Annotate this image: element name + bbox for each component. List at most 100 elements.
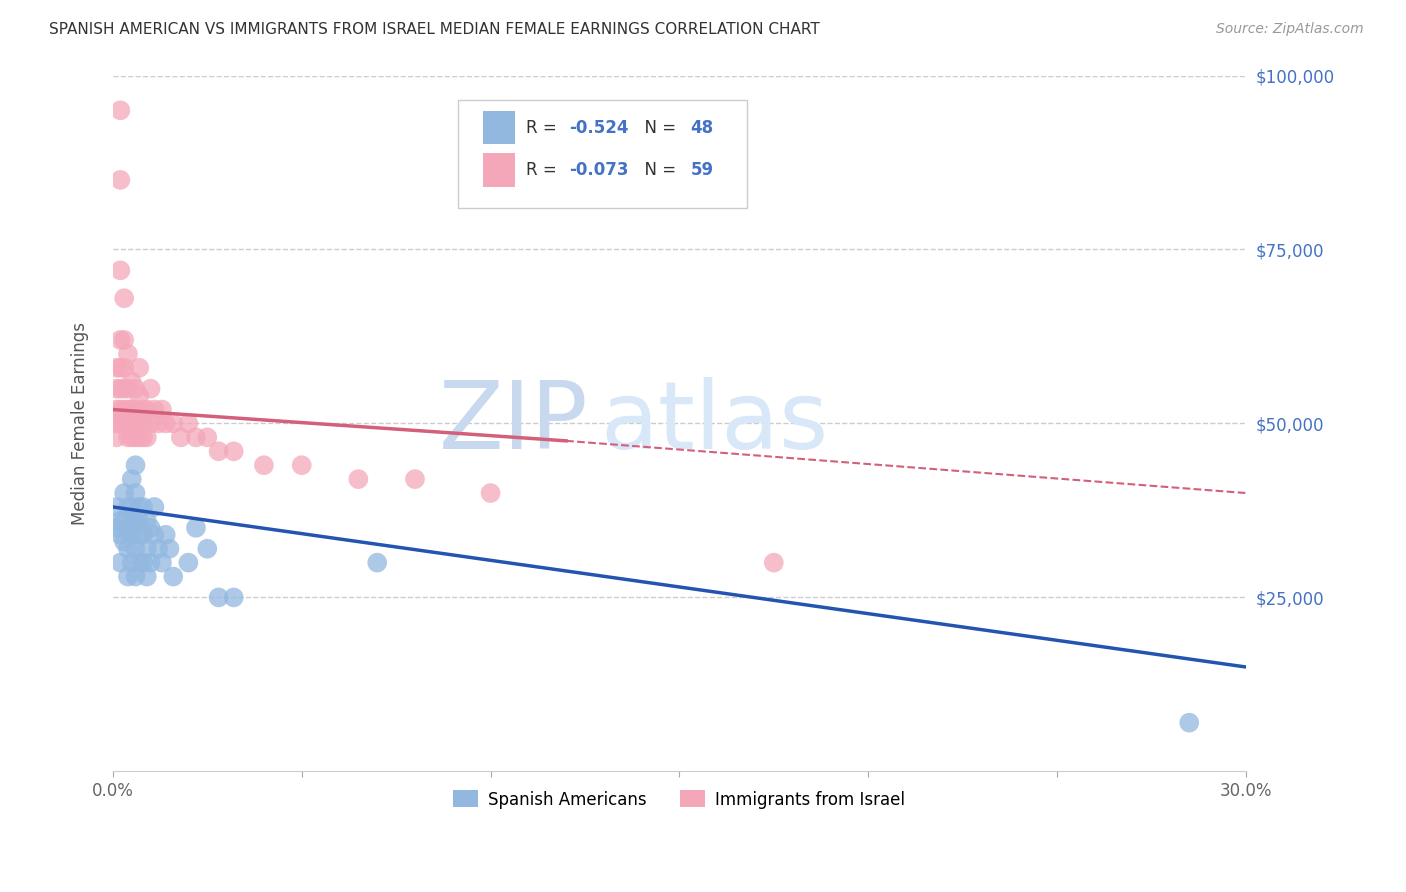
Point: [124, 382, 146, 396]
Point: [110, 382, 132, 396]
Point: [128, 360, 150, 375]
Point: [121, 514, 143, 528]
Legend: Spanish Americans, Immigrants from Israel: Spanish Americans, Immigrants from Israe…: [447, 784, 912, 815]
Point: [139, 521, 162, 535]
Point: [184, 521, 207, 535]
Point: [132, 528, 155, 542]
Point: [110, 402, 132, 417]
Point: [347, 472, 370, 486]
Point: [105, 500, 128, 514]
Point: [479, 486, 502, 500]
Point: [143, 500, 166, 514]
Point: [222, 591, 245, 605]
Point: [207, 444, 229, 458]
Point: [124, 569, 146, 583]
Point: [128, 528, 150, 542]
Point: [162, 417, 184, 431]
Point: [121, 528, 143, 542]
Point: [110, 417, 132, 431]
Text: N =: N =: [634, 161, 682, 179]
Point: [146, 541, 169, 556]
Text: 48: 48: [690, 119, 714, 136]
Point: [170, 430, 193, 444]
Point: [112, 382, 135, 396]
Point: [112, 402, 135, 417]
Point: [110, 514, 132, 528]
Text: -0.524: -0.524: [569, 119, 628, 136]
Point: [132, 500, 155, 514]
Point: [105, 417, 128, 431]
Point: [110, 333, 132, 347]
Point: [143, 402, 166, 417]
Point: [184, 430, 207, 444]
Point: [132, 430, 155, 444]
Text: ZIP: ZIP: [439, 377, 589, 469]
Text: Source: ZipAtlas.com: Source: ZipAtlas.com: [1216, 22, 1364, 37]
Point: [146, 417, 169, 431]
Point: [117, 569, 139, 583]
Text: N =: N =: [634, 119, 682, 136]
Point: [132, 556, 155, 570]
Point: [150, 556, 173, 570]
Point: [112, 486, 135, 500]
Point: [117, 500, 139, 514]
Point: [110, 360, 132, 375]
Point: [110, 263, 132, 277]
Point: [155, 528, 177, 542]
Text: SPANISH AMERICAN VS IMMIGRANTS FROM ISRAEL MEDIAN FEMALE EARNINGS CORRELATION CH: SPANISH AMERICAN VS IMMIGRANTS FROM ISRA…: [49, 22, 820, 37]
Text: R =: R =: [526, 161, 562, 179]
Point: [762, 556, 785, 570]
Point: [128, 389, 150, 403]
Point: [135, 541, 157, 556]
Point: [110, 103, 132, 118]
Point: [121, 500, 143, 514]
Bar: [484, 153, 515, 186]
Point: [139, 382, 162, 396]
Y-axis label: Median Female Earnings: Median Female Earnings: [72, 322, 89, 525]
Point: [124, 541, 146, 556]
Point: [135, 569, 157, 583]
Point: [117, 382, 139, 396]
FancyBboxPatch shape: [458, 100, 748, 208]
Bar: [484, 111, 515, 145]
Point: [291, 458, 314, 473]
Point: [253, 458, 276, 473]
Point: [105, 360, 128, 375]
Point: [139, 417, 162, 431]
Text: -0.073: -0.073: [569, 161, 628, 179]
Point: [117, 521, 139, 535]
Point: [222, 444, 245, 458]
Point: [1178, 715, 1201, 730]
Point: [177, 556, 200, 570]
Point: [132, 402, 155, 417]
Point: [105, 382, 128, 396]
Point: [124, 486, 146, 500]
Point: [135, 402, 157, 417]
Point: [110, 556, 132, 570]
Point: [110, 528, 132, 542]
Point: [105, 430, 128, 444]
Point: [124, 430, 146, 444]
Text: 59: 59: [690, 161, 714, 179]
Point: [117, 417, 139, 431]
Point: [117, 402, 139, 417]
Point: [117, 347, 139, 361]
Point: [121, 430, 143, 444]
Point: [112, 360, 135, 375]
Point: [128, 500, 150, 514]
Point: [150, 402, 173, 417]
Point: [112, 417, 135, 431]
Point: [112, 333, 135, 347]
Point: [159, 541, 181, 556]
Text: atlas: atlas: [600, 377, 828, 469]
Point: [105, 402, 128, 417]
Point: [121, 556, 143, 570]
Text: R =: R =: [526, 119, 562, 136]
Point: [124, 458, 146, 473]
Point: [117, 430, 139, 444]
Point: [132, 417, 155, 431]
Point: [162, 569, 184, 583]
Point: [128, 430, 150, 444]
Point: [128, 556, 150, 570]
Point: [112, 291, 135, 305]
